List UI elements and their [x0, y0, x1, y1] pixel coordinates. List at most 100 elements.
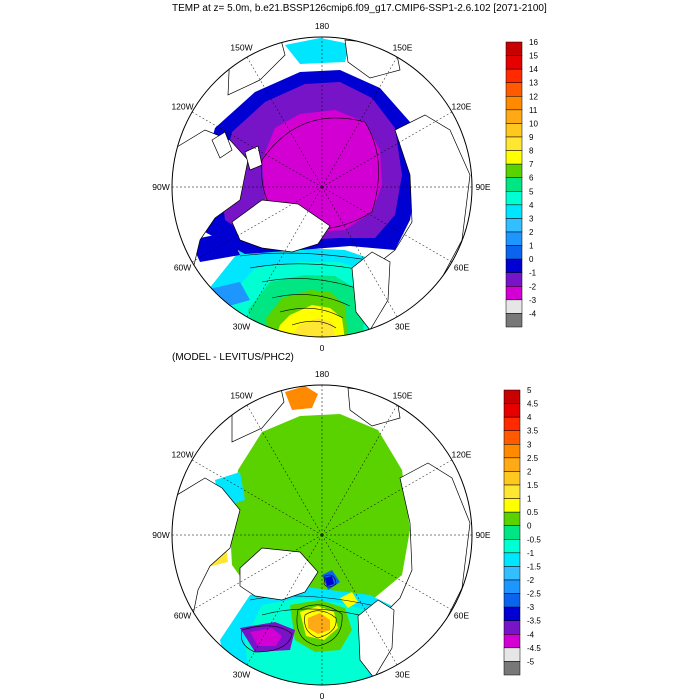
bottom-polar-map [171, 384, 473, 686]
bottom-lon-label: 60E [454, 611, 469, 621]
top-colorbar-label: 0 [529, 255, 534, 264]
bottom-field-orange-core [308, 613, 330, 634]
bottom-land-greenland [239, 547, 319, 601]
bottom-colorbar-label: 3 [527, 440, 532, 449]
bottom-colorbar-swatch [503, 457, 521, 472]
top-meridian [321, 186, 453, 263]
top-lon-label: 150W [230, 43, 252, 53]
bottom-colorbar-label: 1.5 [527, 481, 539, 490]
top-colorbar-swatch [505, 204, 523, 219]
bottom-colorbar-label: 5 [527, 386, 532, 395]
top-meridian [321, 56, 398, 188]
bottom-colorbar-swatch [503, 498, 521, 513]
top-colorbar-swatch [505, 136, 523, 151]
bottom-colorbar-swatch [503, 484, 521, 499]
bottom-colorbar-swatch [503, 634, 521, 649]
top-lon-label: 120W [171, 102, 193, 112]
top-colorbar-swatch [505, 299, 523, 314]
bottom-land-scandinavia [357, 599, 395, 679]
bottom-colorbar-label: 0.5 [527, 508, 539, 517]
top-lon-label: 90E [475, 182, 490, 192]
bottom-colorbar-label: -2 [527, 576, 535, 585]
bottom-lon-label: 120W [171, 450, 193, 460]
top-colorbar-swatch [505, 41, 523, 56]
top-lon-label: 30W [233, 321, 250, 331]
bottom-colorbar-label: -2.5 [527, 590, 541, 599]
bottom-colorbar-label: 4.5 [527, 400, 539, 409]
top-colorbar-label: 3 [529, 214, 534, 223]
top-colorbar-label: 10 [529, 119, 538, 128]
top-meridian [191, 111, 323, 188]
bottom-colorbar-label: 2 [527, 467, 532, 476]
top-colorbar-label: 4 [529, 201, 534, 210]
bottom-lon-label: 90W [152, 530, 169, 540]
top-colorbar-label: 1 [529, 242, 534, 251]
top-colorbar-label: 6 [529, 174, 534, 183]
top-colorbar-swatch [505, 245, 523, 260]
bottom-colorbar-label: 0 [527, 522, 532, 531]
top-colorbar-swatch [505, 286, 523, 301]
bottom-colorbar-swatch [503, 444, 521, 459]
top-meridian [321, 111, 453, 188]
top-polar-map [171, 36, 473, 338]
bottom-lon-label: 0 [320, 691, 325, 700]
bottom-graticule: 180 150E 120E 90E 60E 30E 0 30W 60W 90W 120W 150W [152, 369, 491, 700]
bottom-colorbar: 5 4.5 4 3.5 3 2.5 2 1.5 1 0.5 0 -0.5 -1 -1.5 -2 -2.5 -3 -… [503, 386, 541, 676]
bottom-colorbar-swatch [503, 566, 521, 581]
bottom-lon-label: 90E [475, 530, 490, 540]
top-colorbar-label: 16 [529, 38, 538, 47]
bottom-lon-label: 30W [233, 669, 250, 679]
bottom-meridian [246, 404, 323, 536]
bottom-lon-label: 150W [230, 391, 252, 401]
bottom-lon-label: 180 [315, 369, 329, 379]
bottom-colorbar-swatch [503, 471, 521, 486]
bottom-colorbar-swatch [503, 620, 521, 635]
top-lon-label: 180 [315, 21, 329, 31]
top-colorbar-label: 12 [529, 92, 538, 101]
bottom-colorbar-swatch [503, 416, 521, 431]
top-meridian [191, 186, 323, 263]
bottom-meridian [321, 459, 453, 536]
top-colorbar-swatch [505, 109, 523, 124]
top-colorbar-swatch [505, 231, 523, 246]
bottom-meridian [321, 404, 398, 536]
top-land-scandinavia [351, 251, 391, 331]
top-colorbar-swatch [505, 150, 523, 165]
bottom-colorbar-label: 4 [527, 413, 532, 422]
top-colorbar-label: -4 [529, 309, 537, 318]
bottom-colorbar-label: -4.5 [527, 644, 541, 653]
top-colorbar-label: 8 [529, 147, 534, 156]
top-colorbar-swatch [505, 191, 523, 206]
bottom-colorbar-swatch [503, 403, 521, 418]
bottom-colorbar-label: 2.5 [527, 454, 539, 463]
top-colorbar-label: -2 [529, 282, 537, 291]
top-colorbar-swatch [505, 177, 523, 192]
top-colorbar-label: 13 [529, 79, 538, 88]
bottom-colorbar-label: -3 [527, 603, 535, 612]
top-colorbar-label: 7 [529, 160, 534, 169]
top-colorbar-swatch [505, 258, 523, 273]
bottom-colorbar-swatch [503, 389, 521, 404]
top-colorbar-swatch [505, 163, 523, 178]
bottom-field-pacific-orange [285, 386, 318, 410]
top-lon-label: 0 [320, 343, 325, 353]
top-colorbar-swatch [505, 218, 523, 233]
top-colorbar-label: -1 [529, 269, 537, 278]
top-colorbar-swatch [505, 272, 523, 287]
bottom-colorbar-swatch [503, 647, 521, 662]
bottom-colorbar-label: 1 [527, 495, 532, 504]
bottom-colorbar-swatch [503, 606, 521, 621]
bottom-meridian [321, 534, 453, 611]
top-colorbar-swatch [505, 123, 523, 138]
top-colorbar-label: 15 [529, 52, 538, 61]
top-lon-label: 60E [454, 263, 469, 273]
top-colorbar-label: -3 [529, 296, 537, 305]
top-colorbar-label: 11 [529, 106, 538, 115]
top-colorbar-swatch [505, 96, 523, 111]
top-meridian [246, 56, 323, 188]
top-meridian [246, 186, 323, 318]
bottom-colorbar-label: -0.5 [527, 535, 541, 544]
bottom-lon-label: 30E [395, 669, 410, 679]
